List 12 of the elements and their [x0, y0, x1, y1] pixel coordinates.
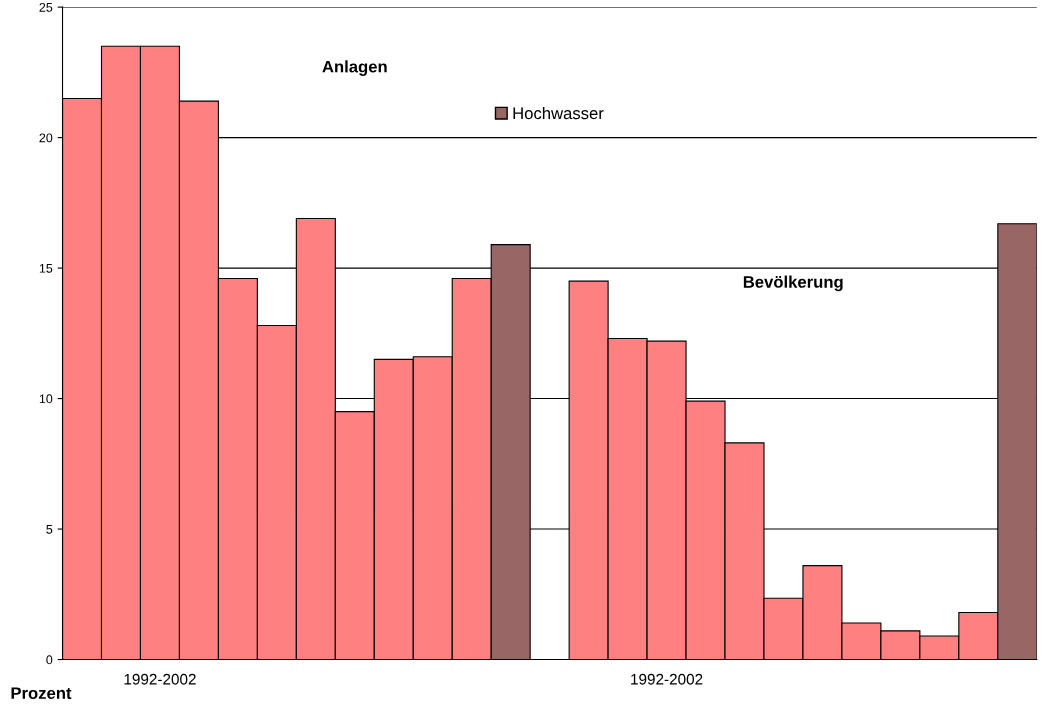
- y-tick-label: 20: [39, 133, 53, 143]
- x-tick-label: 1992-2002: [124, 673, 196, 685]
- annotation: Bevölkerung: [743, 275, 843, 292]
- y-tick-label: 25: [39, 2, 53, 12]
- annotation: Anlagen: [322, 60, 387, 76]
- y-tick-label: 0: [46, 655, 53, 665]
- x-tick-label: 1992-2002: [631, 673, 703, 685]
- y-tick-label: 10: [39, 394, 53, 404]
- y-tick-label: 15: [39, 264, 53, 273]
- y-axis-title: Prozent: [11, 687, 72, 700]
- legend-label: Hochwasser: [513, 106, 604, 120]
- y-tick-label: 5: [46, 524, 53, 534]
